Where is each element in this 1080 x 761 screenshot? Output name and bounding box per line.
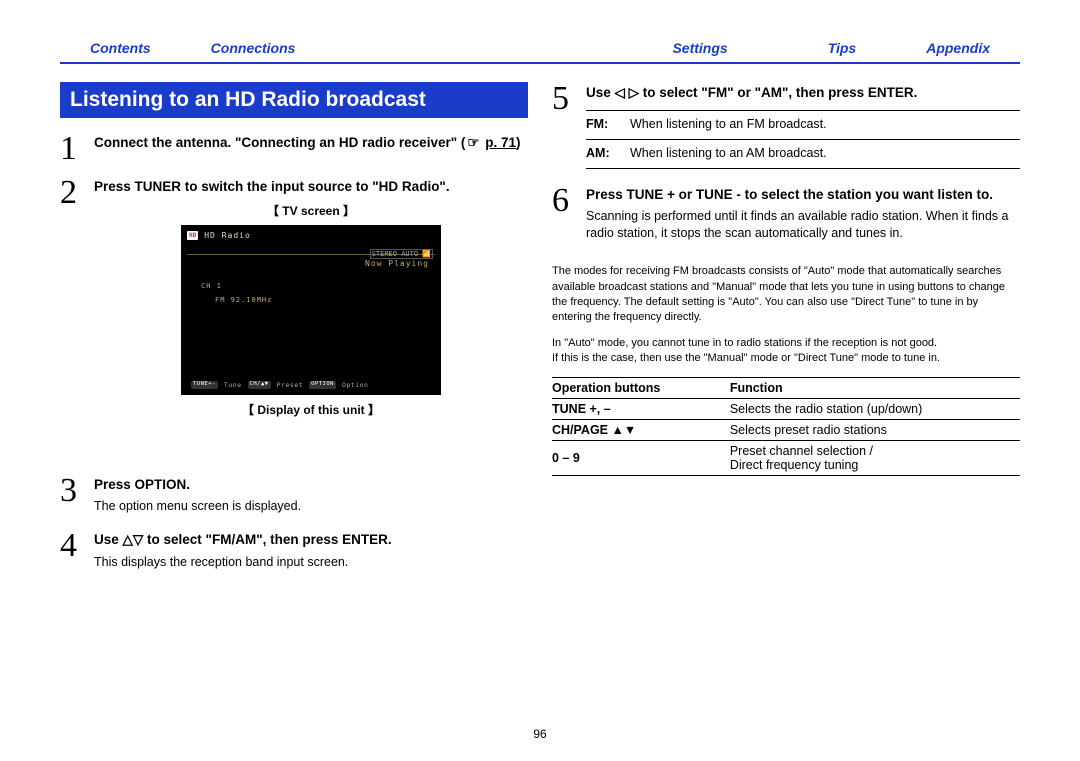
step-4-title: Use △▽ to select "FM/AM", then press ENT…: [94, 531, 528, 549]
section-banner: Listening to an HD Radio broadcast: [60, 82, 528, 118]
step-5-title: Use ◁ ▷ to select "FM" or "AM", then pre…: [586, 84, 1020, 102]
step5-rule-mid: [586, 139, 1020, 140]
step-6: 6 Press TUNE + or TUNE - to select the s…: [552, 184, 1020, 246]
nav-tips[interactable]: Tips: [828, 40, 857, 56]
func-table-header: Operation buttons Function: [552, 377, 1020, 399]
step-6-number: 6: [552, 184, 576, 246]
func-r1c2: Selects the radio station (up/down): [730, 402, 1020, 416]
am-desc: When listening to an AM broadcast.: [630, 146, 827, 160]
tv-title: HD Radio: [204, 231, 251, 240]
func-row-2: CH/PAGE ▲▼ Selects preset radio stations: [552, 420, 1020, 441]
page-link-71[interactable]: p. 71: [485, 135, 516, 150]
am-row: AM: When listening to an AM broadcast.: [586, 145, 1020, 163]
step-4-number: 4: [60, 529, 84, 574]
nav-rule: [60, 62, 1020, 64]
tv-status-icons: STEREO AUTO 📶: [370, 249, 433, 259]
step-4: 4 Use △▽ to select "FM/AM", then press E…: [60, 529, 528, 574]
nav-settings[interactable]: Settings: [672, 40, 727, 56]
nav-contents[interactable]: Contents: [90, 40, 151, 56]
step-5: 5 Use ◁ ▷ to select "FM" or "AM", then p…: [552, 82, 1020, 174]
step-3: 3 Press OPTION. The option menu screen i…: [60, 474, 528, 519]
top-nav: Contents Connections Settings Tips Appen…: [60, 40, 1020, 62]
step-1-title: Connect the antenna. "Connecting an HD r…: [94, 134, 528, 153]
tune-btn-label: TUNE+-: [191, 381, 218, 389]
left-column: Listening to an HD Radio broadcast 1 Con…: [60, 82, 528, 584]
func-h1: Operation buttons: [552, 381, 730, 395]
func-r2c2: Selects preset radio stations: [730, 423, 1020, 437]
step-2-number: 2: [60, 176, 84, 424]
func-r1c1: TUNE +, –: [552, 402, 730, 416]
step-2: 2 Press TUNER to switch the input source…: [60, 176, 528, 424]
tv-footer: TUNE+- Tune CH/▲▼ Preset OPTION Option: [191, 381, 431, 389]
step-6-title: Press TUNE + or TUNE - to select the sta…: [586, 186, 1020, 204]
content-columns: Listening to an HD Radio broadcast 1 Con…: [60, 82, 1020, 584]
func-r3c2: Preset channel selection / Direct freque…: [730, 444, 1020, 472]
tv-screen-label: 【 TV screen 】: [94, 202, 528, 219]
tv-channel: CH 1: [201, 282, 435, 290]
tv-screen-mock: HD HD Radio STEREO AUTO 📶 Now Playing CH…: [181, 225, 441, 395]
step-5-number: 5: [552, 82, 576, 174]
func-h2: Function: [730, 381, 1020, 395]
now-playing-label: Now Playing: [187, 259, 435, 268]
step-3-number: 3: [60, 474, 84, 519]
option-btn-label: OPTION: [309, 381, 336, 389]
right-column: 5 Use ◁ ▷ to select "FM" or "AM", then p…: [552, 82, 1020, 584]
tv-frequency: FM 92.10MHz: [215, 296, 435, 304]
step5-rule-top: [586, 110, 1020, 111]
option-label: Option: [342, 381, 368, 389]
note-1: The modes for receiving FM broadcasts co…: [552, 264, 1020, 326]
func-row-1: TUNE +, – Selects the radio station (up/…: [552, 399, 1020, 420]
hd-badge: HD: [187, 231, 198, 240]
func-r2c1: CH/PAGE ▲▼: [552, 423, 730, 437]
func-r3c1: 0 – 9: [552, 451, 730, 465]
preset-btn-label: CH/▲▼: [248, 381, 271, 389]
tune-label: Tune: [224, 381, 242, 389]
step-6-desc: Scanning is performed until it finds an …: [586, 208, 1020, 242]
func-row-3: 0 – 9 Preset channel selection / Direct …: [552, 441, 1020, 476]
fm-row: FM: When listening to an FM broadcast.: [586, 116, 1020, 134]
step-3-title: Press OPTION.: [94, 476, 528, 494]
step-3-desc: The option menu screen is displayed.: [94, 498, 528, 515]
nav-connections[interactable]: Connections: [211, 40, 296, 56]
step-1: 1 Connect the antenna. "Connecting an HD…: [60, 132, 528, 166]
page-number: 96: [0, 727, 1080, 741]
am-label: AM:: [586, 146, 630, 160]
preset-label: Preset: [277, 381, 303, 389]
step5-rule-bot: [586, 168, 1020, 169]
pointer-icon: ☞: [467, 134, 479, 152]
fm-label: FM:: [586, 117, 630, 131]
unit-display-label: 【 Display of this unit 】: [94, 401, 528, 418]
fm-desc: When listening to an FM broadcast.: [630, 117, 827, 131]
step-1-title-c: ): [516, 135, 521, 150]
step-4-desc: This displays the reception band input s…: [94, 554, 528, 571]
nav-appendix[interactable]: Appendix: [926, 40, 990, 56]
note-2: In "Auto" mode, you cannot tune in to ra…: [552, 336, 1020, 367]
step-1-number: 1: [60, 132, 84, 166]
step-2-title: Press TUNER to switch the input source t…: [94, 178, 528, 196]
step-1-title-a: Connect the antenna. "Connecting an HD r…: [94, 135, 465, 150]
